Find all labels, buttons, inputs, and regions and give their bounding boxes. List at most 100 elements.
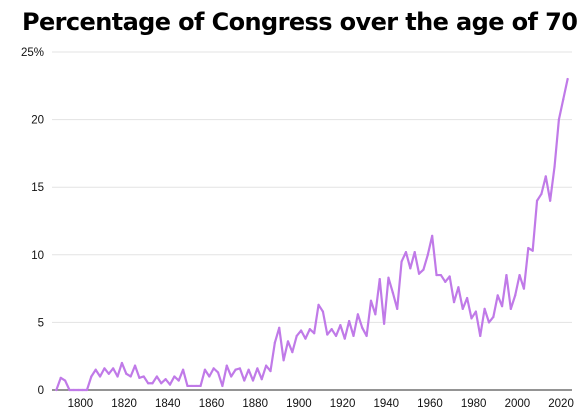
data-point	[98, 375, 102, 378]
data-point	[77, 388, 80, 392]
x-tick-label: 1900	[286, 398, 312, 410]
data-point	[509, 307, 512, 310]
data-point	[426, 253, 429, 256]
data-point	[500, 305, 504, 308]
data-point	[566, 77, 569, 81]
data-point	[225, 364, 228, 367]
x-tick-label: 1820	[111, 398, 137, 410]
data-point	[466, 296, 469, 300]
data-point	[64, 379, 67, 382]
data-point	[112, 367, 115, 370]
data-point	[361, 326, 364, 329]
data-point	[195, 384, 198, 388]
data-point	[94, 368, 97, 371]
data-point	[177, 379, 180, 382]
x-tick-label: 1840	[155, 398, 181, 410]
data-point	[518, 273, 521, 277]
data-point	[212, 367, 215, 370]
data-point	[562, 98, 565, 101]
data-point	[474, 310, 477, 313]
x-axis-tick-labels: 1800 1820 1840 1860 1880 1900 1920 1940 1960 1980…	[68, 398, 574, 410]
data-point	[85, 388, 89, 392]
y-tick-label: 25%	[21, 47, 44, 59]
data-point	[269, 369, 272, 373]
data-point	[81, 388, 84, 392]
y-tick-label: 5	[38, 317, 44, 329]
data-point	[304, 337, 307, 340]
data-point	[107, 372, 110, 375]
x-tick-label: 1980	[461, 398, 487, 410]
data-point	[391, 291, 394, 294]
y-tick-label: 15	[31, 182, 44, 194]
data-point	[544, 175, 547, 178]
data-point	[221, 384, 224, 388]
data-point	[378, 278, 381, 281]
data-point	[387, 276, 390, 279]
series-line	[55, 77, 569, 392]
data-point	[321, 310, 325, 313]
data-point	[404, 251, 408, 254]
data-point	[553, 165, 556, 169]
data-point	[181, 368, 185, 371]
y-tick-label: 20	[31, 115, 44, 127]
data-point	[313, 332, 316, 335]
data-point	[356, 313, 359, 316]
data-point	[142, 375, 145, 378]
data-point	[129, 375, 132, 378]
x-tick-label: 1860	[199, 398, 225, 410]
data-point	[72, 388, 75, 392]
data-point	[540, 192, 543, 196]
data-point	[535, 199, 539, 202]
chart-title: Percentage of Congress over the age of 7…	[22, 8, 577, 36]
data-point	[103, 367, 106, 370]
data-point	[334, 334, 338, 338]
data-point	[155, 375, 158, 378]
data-point	[265, 364, 268, 367]
data-point	[190, 384, 193, 388]
data-point	[383, 322, 386, 325]
x-tick-label: 1880	[242, 398, 268, 410]
data-point	[286, 340, 290, 343]
data-point	[247, 368, 250, 371]
x-tick-label: 1960	[417, 398, 443, 410]
data-point	[230, 375, 233, 378]
data-point	[55, 388, 58, 392]
data-point	[308, 328, 311, 331]
data-point	[295, 334, 298, 338]
data-point	[496, 294, 499, 297]
data-point	[260, 378, 263, 381]
data-point	[457, 286, 460, 289]
data-point	[470, 317, 473, 320]
data-point	[116, 375, 119, 378]
data-point	[435, 273, 438, 277]
data-point	[208, 375, 211, 378]
data-point	[396, 307, 399, 310]
data-point	[444, 280, 447, 283]
data-point	[365, 334, 368, 338]
data-point	[125, 372, 128, 375]
data-point	[549, 199, 552, 202]
data-point	[452, 301, 456, 304]
x-tick-label: 2020	[548, 398, 574, 410]
data-point	[317, 303, 320, 306]
data-point	[514, 294, 517, 297]
data-point	[199, 384, 202, 388]
data-point	[282, 359, 285, 362]
data-point	[531, 249, 534, 252]
data-point	[339, 324, 342, 327]
data-point	[487, 321, 491, 324]
data-point	[422, 268, 425, 271]
x-tick-label: 1940	[373, 398, 399, 410]
data-point	[291, 351, 294, 354]
data-point	[448, 275, 451, 278]
data-point	[68, 388, 71, 392]
y-tick-label: 10	[31, 250, 44, 262]
data-point	[278, 326, 281, 329]
x-tick-label: 2000	[505, 398, 531, 410]
data-point	[90, 375, 93, 378]
data-point	[527, 246, 530, 250]
data-point	[348, 319, 351, 323]
data-point	[483, 307, 486, 310]
data-point	[151, 382, 154, 385]
